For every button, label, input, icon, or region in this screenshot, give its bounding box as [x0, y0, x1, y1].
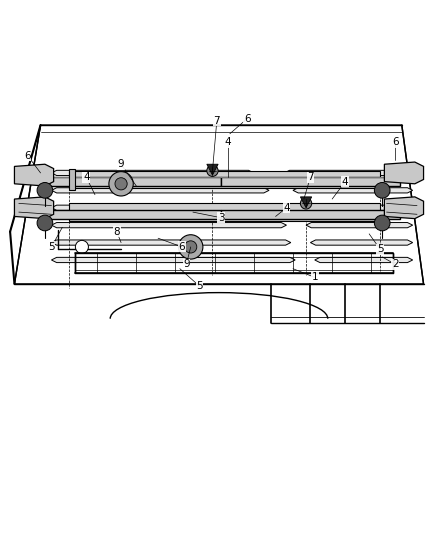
Polygon shape [51, 240, 291, 245]
Text: 6: 6 [392, 138, 399, 148]
Text: 5: 5 [377, 244, 383, 254]
Circle shape [37, 215, 53, 231]
Polygon shape [51, 188, 269, 193]
Circle shape [37, 182, 53, 198]
Circle shape [185, 241, 197, 253]
Text: 2: 2 [392, 260, 399, 269]
Text: 9: 9 [183, 260, 190, 269]
Polygon shape [311, 240, 413, 245]
Circle shape [109, 172, 133, 196]
Circle shape [115, 177, 127, 190]
Polygon shape [69, 168, 75, 190]
Text: 4: 4 [283, 203, 290, 213]
Polygon shape [300, 197, 312, 208]
Polygon shape [385, 162, 424, 184]
Text: 4: 4 [342, 176, 349, 187]
Polygon shape [51, 257, 295, 263]
Text: 7: 7 [307, 172, 314, 182]
Circle shape [374, 215, 390, 231]
Text: 3: 3 [218, 213, 225, 223]
Text: 1: 1 [311, 272, 318, 282]
Polygon shape [14, 164, 53, 186]
Polygon shape [302, 205, 413, 211]
Text: 6: 6 [244, 114, 251, 124]
Polygon shape [51, 223, 286, 228]
Polygon shape [69, 204, 380, 221]
Polygon shape [14, 125, 424, 284]
Circle shape [207, 165, 218, 176]
Polygon shape [293, 188, 413, 193]
Polygon shape [284, 171, 413, 175]
Text: 5: 5 [196, 281, 203, 291]
Text: 4: 4 [224, 138, 231, 148]
Text: 7: 7 [213, 116, 220, 126]
Polygon shape [221, 177, 399, 186]
Text: 6: 6 [179, 242, 185, 252]
Text: 5: 5 [48, 242, 55, 252]
Polygon shape [207, 164, 218, 175]
Polygon shape [51, 171, 254, 175]
Polygon shape [43, 210, 221, 219]
Circle shape [75, 240, 88, 254]
Polygon shape [43, 177, 221, 186]
Circle shape [374, 182, 390, 198]
Circle shape [179, 235, 203, 259]
Polygon shape [385, 197, 424, 219]
Text: 9: 9 [118, 159, 124, 169]
Text: 4: 4 [83, 172, 89, 182]
Polygon shape [221, 210, 399, 219]
Circle shape [300, 198, 312, 209]
Polygon shape [14, 197, 53, 219]
Polygon shape [315, 257, 413, 263]
Polygon shape [51, 205, 278, 211]
Polygon shape [69, 171, 380, 188]
Text: 8: 8 [113, 227, 120, 237]
Polygon shape [306, 223, 413, 228]
Text: 6: 6 [24, 150, 31, 160]
